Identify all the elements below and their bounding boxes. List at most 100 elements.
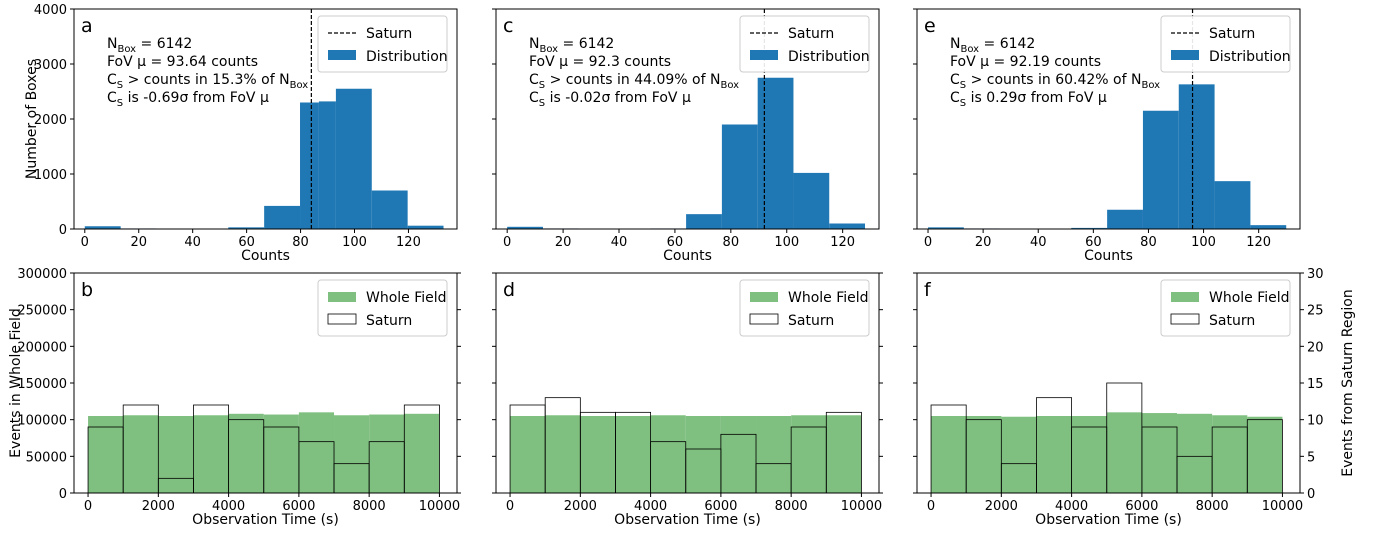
annotation-main: C bbox=[107, 72, 117, 88]
whole-field-bar bbox=[580, 416, 616, 493]
x-tick-label: 6000 bbox=[704, 499, 737, 514]
panel-b: 0 2000 4000 6000 8000 10000050000100000150000… bbox=[8, 267, 461, 528]
panel-label: e bbox=[924, 15, 936, 37]
annotation-rest: is -0.02σ from FoV μ bbox=[545, 90, 691, 106]
histogram-bar bbox=[335, 88, 372, 229]
annotation-rest: is 0.29σ from FoV μ bbox=[966, 90, 1107, 106]
x-tick-label: 0 bbox=[927, 499, 935, 514]
histogram-bar bbox=[928, 227, 964, 229]
whole-field-bar bbox=[298, 412, 335, 493]
annotation-main: N bbox=[529, 36, 539, 52]
annotation-line: CS > counts in 15.3% of NBox bbox=[107, 72, 308, 91]
whole-field-bar bbox=[88, 416, 124, 493]
y-right-tick-label: 30 bbox=[1307, 267, 1324, 282]
x-tick-label: 8000 bbox=[1196, 499, 1229, 514]
histogram-bar bbox=[1142, 110, 1179, 229]
x-tick-label: 0 bbox=[924, 235, 932, 250]
x-tick-label: 10000 bbox=[1262, 499, 1303, 514]
whole-field-bar bbox=[123, 415, 159, 493]
annotation-line: CS > counts in 44.09% of NBox bbox=[529, 72, 739, 91]
x-tick-label: 60 bbox=[667, 235, 684, 250]
x-tick-label: 4000 bbox=[212, 499, 245, 514]
annotation-main: N bbox=[107, 36, 117, 52]
annotation-line: CS > counts in 60.42% of NBox bbox=[950, 72, 1160, 91]
histogram-bar bbox=[318, 101, 336, 229]
legend-distribution-patch bbox=[328, 50, 356, 60]
y-tick-label: 1000 bbox=[34, 168, 67, 183]
whole-field-bar bbox=[193, 415, 229, 493]
whole-field-bar bbox=[720, 416, 757, 493]
x-tick-label: 120 bbox=[1246, 235, 1271, 250]
whole-field-bar bbox=[1036, 416, 1072, 493]
histogram-bar bbox=[1214, 181, 1251, 229]
y-tick-label: 150000 bbox=[17, 377, 67, 392]
annotation-line: CS is -0.02σ from FoV μ bbox=[529, 90, 691, 109]
legend-whole-field-patch bbox=[328, 292, 356, 302]
whole-field-bar bbox=[545, 415, 581, 493]
annotation-line: NBox = 6142 bbox=[950, 36, 1035, 55]
annotation-sub: Box bbox=[720, 80, 739, 91]
x-tick-label: 6000 bbox=[1125, 499, 1158, 514]
y-right-tick-label: 5 bbox=[1307, 450, 1315, 465]
histogram-bar bbox=[1250, 225, 1287, 229]
legend-saturn-patch bbox=[1170, 313, 1200, 325]
whole-field-bar bbox=[263, 414, 299, 493]
histogram-bar bbox=[264, 205, 301, 229]
y-tick-label: 50000 bbox=[26, 450, 67, 465]
x-tick-label: 2000 bbox=[142, 499, 175, 514]
x-tick-label: 20 bbox=[130, 235, 147, 250]
annotation-line: FoV μ = 92.19 counts bbox=[950, 54, 1101, 70]
annotation-main: C bbox=[107, 90, 117, 106]
panel-label: a bbox=[81, 15, 93, 37]
x-tick-label: 60 bbox=[238, 235, 255, 250]
annotation-line: NBox = 6142 bbox=[107, 36, 192, 55]
x-axis-label: Counts bbox=[241, 248, 290, 264]
histogram-bar bbox=[507, 226, 543, 229]
x-tick-label: 10000 bbox=[419, 499, 460, 514]
histogram-bar bbox=[371, 190, 408, 229]
panel-d: 0 2000 4000 6000 8000 10000 Observation Time (… bbox=[492, 272, 883, 528]
whole-field-bar bbox=[1106, 412, 1142, 493]
histogram-bar bbox=[228, 227, 265, 229]
x-tick-label: 0 bbox=[84, 499, 92, 514]
histogram-bar bbox=[1107, 209, 1143, 229]
annotation-line: NBox = 6142 bbox=[529, 36, 614, 55]
annotation-rest: > counts in 44.09% of N bbox=[545, 72, 720, 88]
y-right-tick-label: 25 bbox=[1307, 304, 1324, 319]
histogram-bar bbox=[829, 223, 866, 229]
x-tick-label: 8000 bbox=[353, 499, 386, 514]
panel-a: 0 20 40 60 80 100 120 0 1000 2000 3000 4000 Counts Nu… bbox=[24, 3, 458, 264]
y-tick-label: 300000 bbox=[17, 267, 67, 282]
legend-label: Saturn bbox=[366, 313, 412, 329]
y-tick-label: 0 bbox=[59, 487, 67, 502]
histogram-bar bbox=[793, 172, 830, 229]
annotation-sub: S bbox=[117, 98, 123, 109]
whole-field-bar bbox=[1141, 413, 1178, 493]
legend-whole-field-patch bbox=[1171, 292, 1199, 302]
panel-label: f bbox=[924, 279, 932, 301]
annotation-sub: Box bbox=[539, 44, 558, 55]
x-axis-label: Counts bbox=[663, 248, 712, 264]
y-tick-label: 100000 bbox=[17, 414, 67, 429]
histogram-bar bbox=[84, 226, 121, 229]
whole-field-bar bbox=[1071, 416, 1107, 493]
histogram-bar bbox=[407, 225, 444, 229]
x-tick-label: 80 bbox=[1140, 235, 1157, 250]
whole-field-bar bbox=[615, 416, 651, 493]
y-tick-label: 200000 bbox=[17, 340, 67, 355]
legend-whole-field-patch bbox=[750, 292, 778, 302]
legend-label: Saturn bbox=[788, 313, 834, 329]
y-right-tick-label: 0 bbox=[1307, 487, 1315, 502]
legend-label: Saturn bbox=[1209, 313, 1255, 329]
x-tick-label: 4000 bbox=[634, 499, 667, 514]
annotation-main: C bbox=[950, 90, 960, 106]
x-axis-label: Counts bbox=[1084, 248, 1133, 264]
annotation-main: N bbox=[950, 36, 960, 52]
histogram-bar bbox=[721, 124, 758, 229]
x-tick-label: 40 bbox=[184, 235, 201, 250]
whole-field-bar bbox=[1001, 416, 1037, 493]
whole-field-bar bbox=[756, 416, 792, 493]
whole-field-bar bbox=[228, 413, 264, 493]
